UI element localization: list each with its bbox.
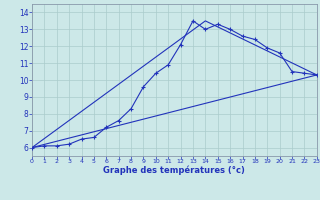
X-axis label: Graphe des températures (°c): Graphe des températures (°c): [103, 166, 245, 175]
